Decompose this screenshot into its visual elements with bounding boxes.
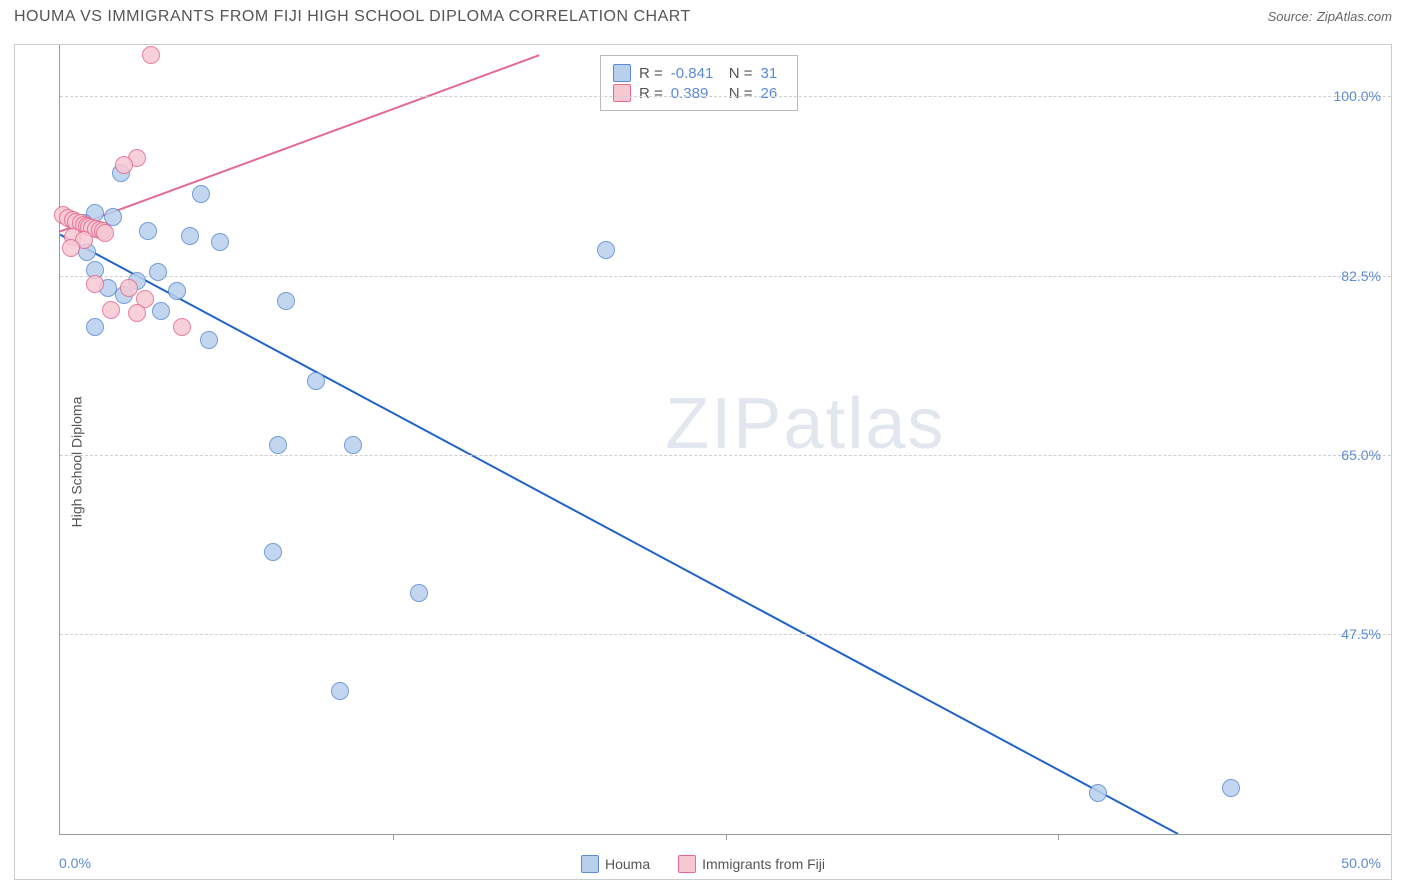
data-point-houma[interactable] — [139, 222, 157, 240]
data-point-fiji[interactable] — [128, 304, 146, 322]
legend-swatch — [678, 855, 696, 873]
data-point-houma[interactable] — [181, 227, 199, 245]
x-tick-mark — [726, 834, 727, 840]
y-tick-label: 82.5% — [1341, 268, 1381, 284]
y-tick-label: 47.5% — [1341, 626, 1381, 642]
trend-line — [60, 235, 1178, 834]
data-point-houma[interactable] — [149, 263, 167, 281]
stats-r-value: -0.841 — [671, 65, 721, 82]
x-tick-label: 0.0% — [59, 855, 91, 871]
data-point-houma[interactable] — [152, 302, 170, 320]
legend-item-fiji[interactable]: Immigrants from Fiji — [678, 855, 825, 873]
watermark-zip: ZIP — [665, 384, 783, 464]
x-tick-mark — [1058, 834, 1059, 840]
data-point-houma[interactable] — [192, 185, 210, 203]
data-point-houma[interactable] — [410, 584, 428, 602]
legend-item-houma[interactable]: Houma — [581, 855, 650, 873]
data-point-houma[interactable] — [269, 436, 287, 454]
x-tick-label: 50.0% — [1341, 855, 1381, 871]
data-point-houma[interactable] — [86, 318, 104, 336]
data-point-fiji[interactable] — [96, 224, 114, 242]
source-name[interactable]: ZipAtlas.com — [1317, 9, 1392, 24]
legend-bottom: Houma Immigrants from Fiji — [581, 855, 825, 873]
data-point-houma[interactable] — [1089, 784, 1107, 802]
chart-container: High School Diploma ZIPatlas R =-0.841N … — [14, 44, 1392, 880]
stats-row: R = 0.389 N = 26 — [613, 84, 785, 102]
data-point-fiji[interactable] — [102, 301, 120, 319]
gridline-h — [60, 634, 1391, 635]
data-point-fiji[interactable] — [142, 46, 160, 64]
y-tick-label: 65.0% — [1341, 447, 1381, 463]
data-point-fiji[interactable] — [115, 156, 133, 174]
gridline-h — [60, 455, 1391, 456]
data-point-houma[interactable] — [1222, 779, 1240, 797]
legend-label: Houma — [605, 856, 650, 872]
data-point-fiji[interactable] — [62, 239, 80, 257]
source: Source: ZipAtlas.com — [1268, 8, 1392, 26]
data-point-houma[interactable] — [200, 331, 218, 349]
stats-r-value: 0.389 — [671, 85, 721, 102]
plot-area: ZIPatlas R = -0.841 N = 31 R = 0.389 N = 26 47.… — [59, 45, 1391, 835]
stats-r-label: R = — [639, 85, 663, 102]
data-point-houma[interactable] — [331, 682, 349, 700]
data-point-houma[interactable] — [344, 436, 362, 454]
stats-n-value: 26 — [761, 85, 785, 102]
stats-n-label: N = — [729, 65, 753, 82]
x-tick-mark — [393, 834, 394, 840]
y-tick-label: 100.0% — [1334, 88, 1381, 104]
data-point-houma[interactable] — [277, 292, 295, 310]
stats-swatch — [613, 84, 631, 102]
watermark: ZIPatlas — [665, 383, 945, 465]
data-point-houma[interactable] — [597, 241, 615, 259]
gridline-h — [60, 96, 1391, 97]
stats-box: R = -0.841 N = 31 R = 0.389 N = 26 — [600, 55, 798, 111]
legend-swatch — [581, 855, 599, 873]
data-point-houma[interactable] — [211, 233, 229, 251]
chart-title: HOUMA VS IMMIGRANTS FROM FIJI HIGH SCHOO… — [14, 8, 691, 26]
data-point-fiji[interactable] — [86, 275, 104, 293]
trend-line — [60, 55, 539, 231]
trend-lines — [60, 45, 1391, 834]
legend-label: Immigrants from Fiji — [702, 856, 825, 872]
data-point-houma[interactable] — [168, 282, 186, 300]
stats-row: R = -0.841 N = 31 — [613, 64, 785, 82]
data-point-houma[interactable] — [264, 543, 282, 561]
data-point-houma[interactable] — [307, 372, 325, 390]
watermark-atlas: atlas — [783, 384, 945, 464]
stats-n-label: N = — [729, 85, 753, 102]
stats-swatch — [613, 64, 631, 82]
data-point-fiji[interactable] — [120, 279, 138, 297]
stats-r-label: R = — [639, 65, 663, 82]
data-point-fiji[interactable] — [173, 318, 191, 336]
gridline-h — [60, 276, 1391, 277]
source-label: Source: — [1268, 9, 1313, 24]
stats-n-value: 31 — [761, 65, 785, 82]
